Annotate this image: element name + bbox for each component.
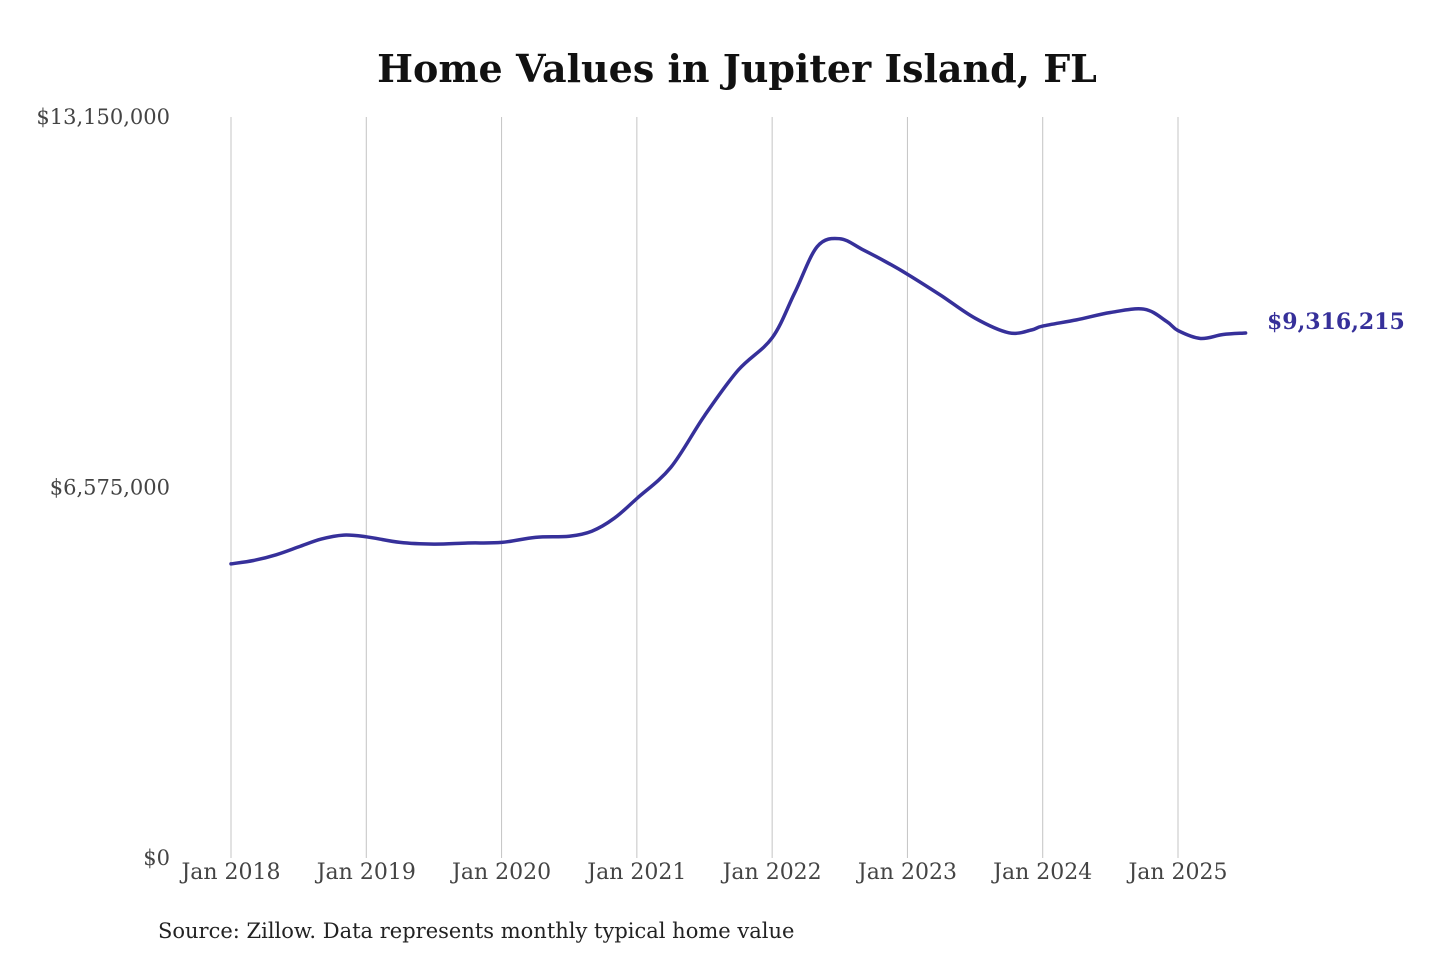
y-tick-label: $6,575,000 — [50, 476, 170, 500]
gridlines — [230, 117, 1179, 858]
y-axis-ticks: $0 $6,575,000 $13,150,000 — [36, 105, 170, 870]
y-tick-label: $13,150,000 — [36, 105, 170, 129]
x-tick-label: Jan 2024 — [991, 860, 1092, 885]
x-tick-label: Jan 2025 — [1126, 860, 1227, 885]
y-tick-label: $0 — [143, 846, 170, 870]
x-axis-ticks: Jan 2018 Jan 2019 Jan 2020 Jan 2021 Jan 2022… — [179, 860, 1227, 885]
x-tick-label: Jan 2020 — [450, 860, 551, 885]
x-tick-label: Jan 2019 — [315, 860, 416, 885]
x-tick-label: Jan 2021 — [585, 860, 686, 885]
series-line — [229, 236, 1248, 566]
end-value-label: $9,316,215 — [1267, 309, 1405, 335]
x-tick-label: Jan 2022 — [721, 860, 822, 885]
x-tick-label: Jan 2018 — [179, 860, 280, 885]
source-note: Source: Zillow. Data represents monthly … — [158, 919, 794, 943]
x-tick-label: Jan 2023 — [856, 860, 957, 885]
chart-title: Home Values in Jupiter Island, FL — [377, 46, 1097, 91]
